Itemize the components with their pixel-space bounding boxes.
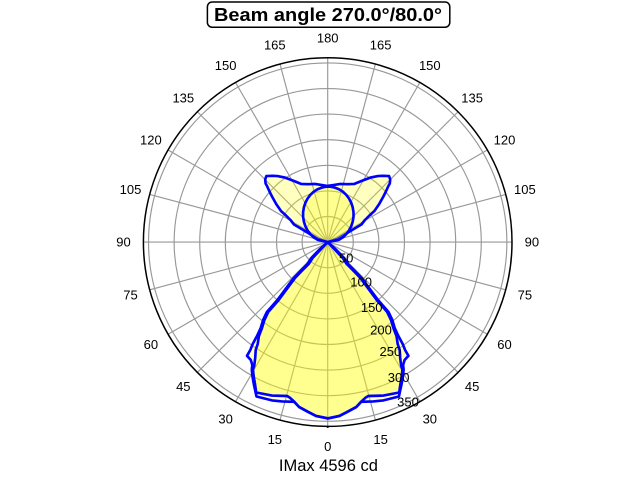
svg-text:250: 250 — [380, 344, 402, 359]
svg-text:135: 135 — [461, 90, 483, 105]
svg-text:45: 45 — [465, 379, 479, 394]
svg-text:50: 50 — [339, 251, 353, 266]
svg-text:30: 30 — [423, 412, 437, 427]
svg-text:Beam angle 270.0°/80.0°: Beam angle 270.0°/80.0° — [214, 5, 442, 25]
svg-text:100: 100 — [350, 274, 372, 289]
svg-text:30: 30 — [218, 412, 232, 427]
svg-text:180: 180 — [317, 31, 339, 46]
svg-text:165: 165 — [370, 38, 392, 53]
svg-text:300: 300 — [388, 370, 410, 385]
svg-text:105: 105 — [120, 182, 142, 197]
svg-text:75: 75 — [518, 288, 532, 303]
svg-text:90: 90 — [525, 235, 539, 250]
svg-text:350: 350 — [397, 394, 419, 409]
svg-text:90: 90 — [116, 235, 130, 250]
svg-text:150: 150 — [215, 58, 237, 73]
svg-text:60: 60 — [144, 337, 158, 352]
svg-text:120: 120 — [494, 133, 516, 148]
svg-text:150: 150 — [419, 58, 441, 73]
svg-text:0: 0 — [324, 439, 331, 454]
svg-text:200: 200 — [370, 323, 392, 338]
svg-text:105: 105 — [514, 182, 536, 197]
svg-text:135: 135 — [172, 90, 194, 105]
svg-text:120: 120 — [140, 133, 162, 148]
svg-text:15: 15 — [268, 432, 282, 447]
svg-text:75: 75 — [123, 288, 137, 303]
svg-text:165: 165 — [264, 38, 286, 53]
svg-text:IMax 4596 cd: IMax 4596 cd — [279, 457, 378, 475]
svg-text:15: 15 — [373, 432, 387, 447]
svg-text:60: 60 — [497, 337, 511, 352]
svg-text:45: 45 — [176, 379, 190, 394]
svg-text:150: 150 — [361, 300, 383, 315]
